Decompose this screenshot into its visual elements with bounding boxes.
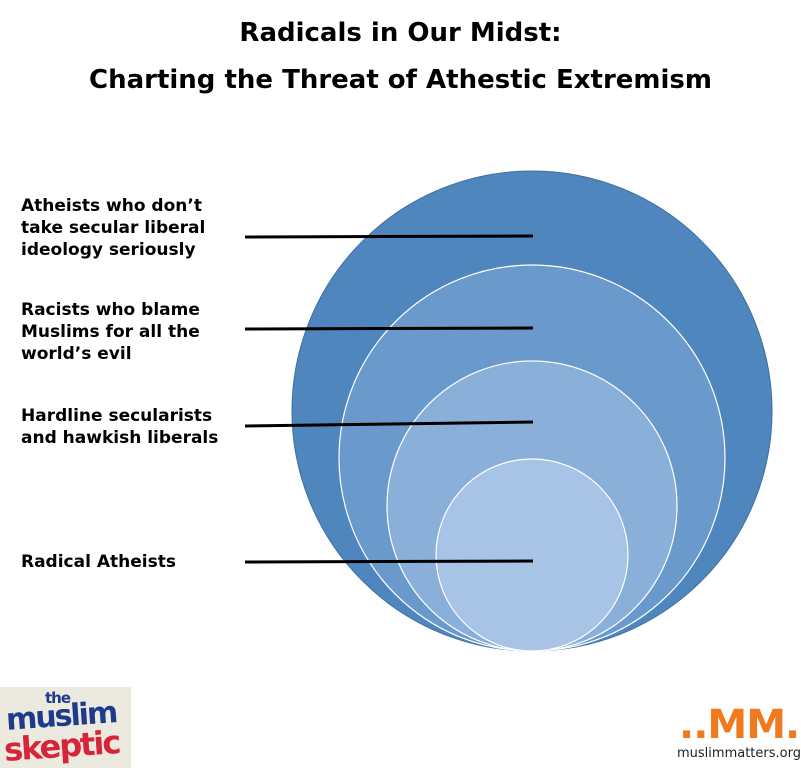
label-radical-atheists: Radical Atheists: [21, 552, 176, 572]
title-line-1: Radicals in Our Midst:: [239, 18, 562, 48]
leader-line-racists: [244, 326, 534, 331]
logo-mm-mark: ..MM.: [679, 702, 800, 748]
label-hardline-secularists: Hardline secularists and hawkish liberal…: [21, 406, 219, 448]
leader-line-hardline: [244, 420, 534, 428]
title-line-2: Charting the Threat of Athestic Extremis…: [88, 65, 712, 95]
logo-word-the: the: [45, 689, 71, 707]
leader-line-radical: [244, 559, 534, 564]
logo-word-skeptic: skeptic: [2, 723, 121, 768]
label-atheists-not-serious: Atheists who don’t take secular liberal …: [21, 196, 206, 260]
label-racists: Racists who blame Muslims for all the wo…: [21, 300, 200, 364]
logo-site-name: muslimmatters.org: [677, 746, 801, 761]
muslimmatters-logo: ..MM. muslimmatters.org: [673, 703, 801, 768]
circle-radical-atheists: [435, 458, 629, 652]
leader-line-atheists: [244, 234, 534, 239]
muslim-skeptic-logo: the muslim skeptic: [0, 687, 131, 768]
